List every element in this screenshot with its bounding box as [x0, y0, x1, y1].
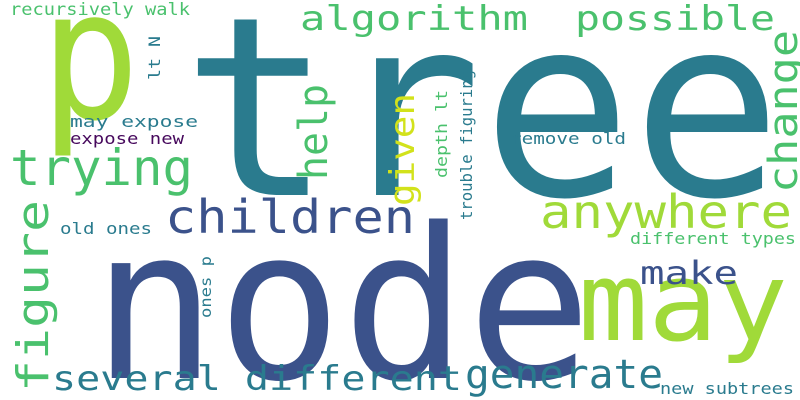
word-different-types: different types	[630, 229, 796, 248]
word-recursively-walk: recursively walk	[10, 0, 190, 20]
word-may: may	[578, 238, 788, 366]
word-new-subtrees: new subtrees	[660, 379, 794, 398]
word-remove-old: remove old	[510, 129, 626, 148]
word-lt-n: lt N	[145, 36, 164, 80]
word-algorithm: algorithm	[300, 0, 528, 39]
word-trying: trying	[10, 139, 193, 197]
word-tree: tree	[182, 0, 782, 254]
word-node: node	[92, 183, 592, 400]
word-trouble-figuring: trouble figuring	[457, 70, 476, 220]
word-may-expose: may expose	[70, 112, 198, 131]
word-expose-new: expose new	[70, 129, 184, 148]
word-figure: figure	[8, 200, 59, 392]
word-change: change	[761, 30, 800, 193]
word-given: given	[383, 93, 423, 206]
word-ones-p: ones p	[197, 256, 215, 318]
word-possible: possible	[575, 0, 775, 39]
word-p: p	[40, 0, 140, 161]
word-several-different: several different	[52, 359, 462, 399]
word-old-ones: old ones	[60, 219, 152, 238]
word-depth-lt: depth lt	[432, 90, 451, 178]
word-help: help	[291, 84, 337, 180]
word-children: children	[165, 190, 415, 244]
word-generate: generate	[465, 352, 663, 398]
word-make: make	[640, 254, 738, 292]
word-anywhere: anywhere	[540, 185, 792, 239]
